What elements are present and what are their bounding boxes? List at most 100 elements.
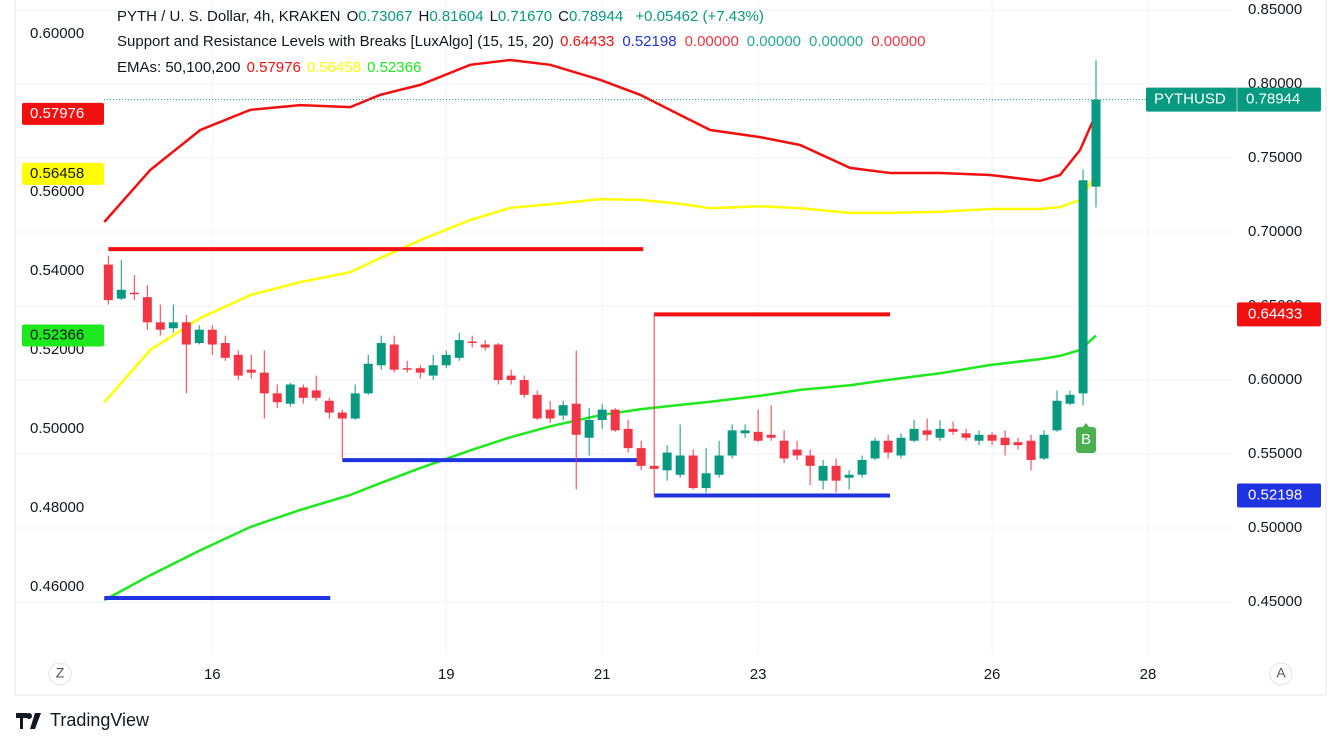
indicator-value: 0.00000 [746,33,802,50]
y-tick-label: 0.50000 [1248,519,1302,536]
candle-body [285,384,295,404]
candle-body [402,368,412,370]
indicator-value: 0.52198 [622,33,677,50]
symbol-title: PYTH / U. S. Dollar, 4h, KRAKEN [117,8,341,25]
candle-body [987,434,997,441]
ema-line [103,334,1097,602]
candle-body [1065,394,1075,404]
y2-tick-label: 0.60000 [30,25,84,42]
y2-tick-label: 0.46000 [30,578,84,595]
x-tick-label: 21 [594,666,611,683]
right-button-label[interactable]: A [1276,665,1286,681]
candle-body [727,430,737,456]
level-value-label: 0.52198 [1248,486,1302,503]
candle-body [870,440,880,459]
ema-value-box [22,162,104,185]
candle-body [116,289,126,299]
candle-body [1091,99,1101,187]
ema-value: 0.52366 [367,59,422,76]
y-tick-label: 0.55000 [1248,445,1302,462]
candle-body [532,394,542,419]
x-tick-label: 23 [750,666,767,683]
y-tick-label: 0.45000 [1248,593,1302,610]
candle-body [688,455,698,489]
candle-body [545,409,555,419]
candle-body [844,474,854,478]
ema-value-label: 0.56458 [30,165,84,182]
candle-body [142,297,152,323]
indicator-value: 0.00000 [871,33,926,50]
candle-body [701,473,711,489]
candle-body [857,459,867,475]
candle-body [311,390,321,398]
candle-body [1039,434,1049,459]
ema-value-label: 0.57976 [30,105,84,122]
last-price-label: 0.78944 [1246,91,1300,108]
y-tick-label: 0.85000 [1248,1,1302,18]
chart-frame [14,0,1327,696]
candle-body [1013,442,1023,446]
candle-body [831,465,841,481]
candle-body [935,428,945,438]
candle-body [506,375,516,381]
candle-body [948,428,958,432]
candle-body [558,405,568,416]
candle-body [428,365,438,376]
candle-body [636,448,646,466]
ema-value-label: 0.52366 [30,327,84,344]
level-value-box [1237,302,1321,327]
plot-area: 0.600000.580000.560000.540000.520000.500… [30,25,1233,602]
symbol-label: PYTHUSD [1154,91,1226,108]
candle-body [168,322,178,329]
candle-body [181,322,191,345]
indicator-name: Support and Resistance Levels with Break… [117,33,554,50]
candle-body [376,343,386,366]
candle-body [1000,437,1010,446]
y-tick-label: 0.60000 [1248,371,1302,388]
legend-main: PYTH / U. S. Dollar, 4h, KRAKEN O0.73067… [117,7,766,27]
left-button-label[interactable]: Z [56,665,65,681]
ohlc-value: 0.78944 [568,8,624,25]
candle-body [363,363,373,394]
ema-line [103,58,1098,223]
left-button[interactable] [48,662,72,686]
legend-ema: EMAs: 50,100,200 0.57976 0.56458 0.52366 [117,58,429,78]
y2-tick-label: 0.54000 [30,262,84,279]
y2-tick-label: 0.48000 [30,499,84,516]
candle-body [103,264,113,301]
candle-body [207,329,217,345]
ohlc-value: 0.73067 [358,8,413,25]
candle-body [519,380,529,395]
candle-body [766,434,776,438]
candle-body [298,387,308,398]
indicator-value: 0.00000 [684,33,739,50]
break-marker-label: B [1081,431,1091,448]
candle-body [805,455,815,466]
candle-body [675,455,685,475]
candle-body [337,412,347,419]
x-tick-label: 26 [984,666,1001,683]
candle-body [961,433,971,438]
candle-body [571,403,581,435]
indicator-value: 0.00000 [809,33,864,50]
ohlc-label: O [346,8,359,25]
level-value-label: 0.64433 [1248,305,1302,322]
candle-body [350,393,360,419]
candle-body [259,372,269,394]
candle-body [415,368,425,373]
candle-body [1078,180,1088,394]
candle-body [1026,440,1036,460]
level-value-box [1237,483,1321,508]
candle-body [974,434,984,441]
candle-body [324,400,334,413]
candle-body [714,455,724,475]
candle-body [779,440,789,459]
y2-tick-label: 0.56000 [30,183,84,200]
y2-tick-label: 0.50000 [30,420,84,437]
axis-labels: 0.850000.800000.750000.700000.650000.600… [204,1,1302,683]
candle-body [220,343,230,358]
candle-body [194,329,204,344]
right-button[interactable] [1269,662,1293,686]
break-marker [1076,426,1097,453]
